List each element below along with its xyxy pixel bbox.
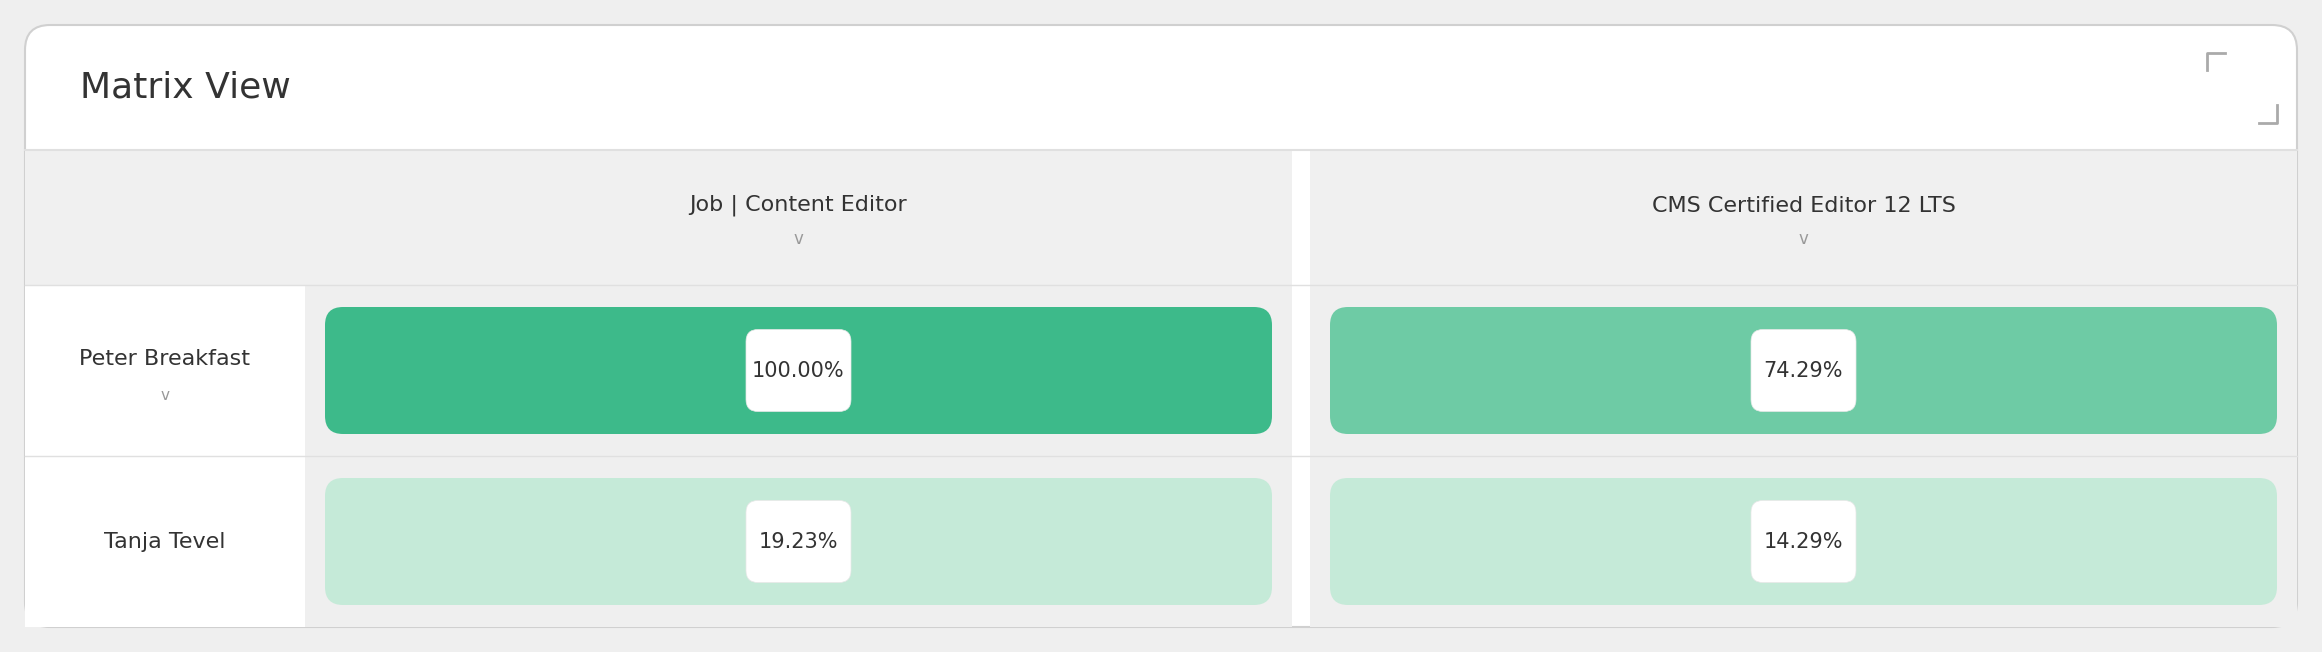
FancyBboxPatch shape: [1751, 501, 1855, 582]
FancyBboxPatch shape: [1331, 478, 2278, 605]
FancyBboxPatch shape: [1751, 329, 1855, 411]
Text: Peter Breakfast: Peter Breakfast: [79, 349, 251, 368]
Bar: [26, 285, 304, 456]
Bar: [26, 456, 304, 627]
Text: v: v: [1800, 231, 1809, 248]
Bar: [1310, 456, 2296, 627]
FancyBboxPatch shape: [325, 307, 1272, 434]
Text: v: v: [160, 388, 170, 403]
Text: Matrix View: Matrix View: [79, 70, 290, 104]
Bar: [304, 456, 1291, 627]
FancyBboxPatch shape: [26, 25, 2296, 627]
Bar: [304, 285, 1291, 456]
Bar: [304, 150, 1291, 285]
FancyBboxPatch shape: [1331, 307, 2278, 434]
Bar: [1310, 285, 2296, 456]
Text: CMS Certified Editor 12 LTS: CMS Certified Editor 12 LTS: [1651, 196, 1955, 216]
Text: 19.23%: 19.23%: [759, 531, 838, 552]
FancyBboxPatch shape: [325, 478, 1272, 605]
Text: v: v: [794, 231, 803, 248]
Bar: [1310, 150, 2296, 285]
Text: Tanja Tevel: Tanja Tevel: [104, 531, 225, 552]
Text: 74.29%: 74.29%: [1765, 361, 1844, 381]
Text: 100.00%: 100.00%: [752, 361, 845, 381]
FancyBboxPatch shape: [745, 329, 850, 411]
Bar: [26, 150, 304, 285]
FancyBboxPatch shape: [745, 501, 850, 582]
Text: Job | Content Editor: Job | Content Editor: [690, 195, 908, 216]
Text: 14.29%: 14.29%: [1765, 531, 1844, 552]
